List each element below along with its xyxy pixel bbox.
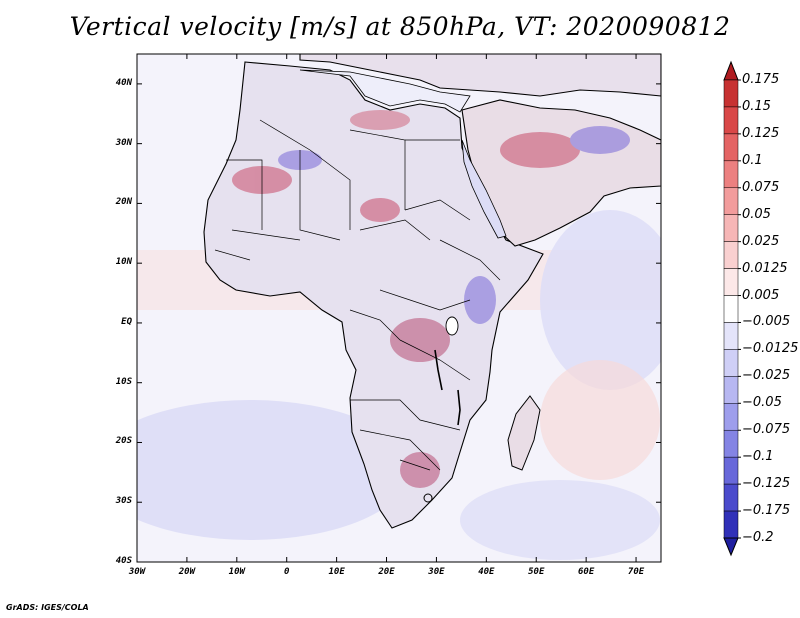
- colorbar-level-label: −0.025: [742, 368, 791, 384]
- colorbar-swatch: [723, 133, 739, 162]
- colorbar-level-label: −0.1: [742, 449, 774, 465]
- southern-ocean-region: [460, 480, 660, 560]
- lake-malawi: [457, 389, 461, 426]
- colorbar-swatch: [723, 295, 739, 323]
- colorbar-swatch: [723, 268, 739, 296]
- lat-tick-label: 20N: [115, 197, 132, 208]
- lon-tick-label: 10W: [228, 567, 245, 577]
- colorbar-swatch: [723, 349, 739, 377]
- lon-tick-label: 0: [283, 567, 290, 577]
- lon-tick-label: 60E: [578, 567, 595, 577]
- colorbar-swatch: [723, 160, 739, 189]
- colorbar-swatch: [723, 456, 739, 485]
- colorbar-level-label: −0.05: [742, 395, 782, 411]
- lat-tick-label: 30S: [115, 496, 132, 507]
- madagascar-island: [507, 395, 541, 471]
- colorbar-swatch: [723, 187, 739, 215]
- indian-ocean-ascent: [540, 360, 660, 480]
- axis-ticks: [136, 54, 661, 563]
- colorbar-swatch: [723, 483, 739, 512]
- colorbar-level-label: −0.175: [742, 503, 791, 519]
- country-borders: [214, 119, 501, 471]
- colorbar-swatch: [723, 376, 739, 404]
- colorbar-swatch: [723, 403, 739, 431]
- europe-landmass: [299, 54, 661, 97]
- colorbar-swatch: [723, 322, 739, 350]
- lat-tick-label: EQ: [121, 316, 132, 327]
- triangle-up-icon: [723, 60, 739, 81]
- colorbar-swatch: [723, 510, 739, 539]
- colorbar-level-label: −0.005: [742, 314, 791, 330]
- colorbar-level-label: 0.125: [742, 125, 780, 141]
- colorbar-level-label: 0.005: [742, 287, 780, 303]
- colorbar-level-label: −0.0125: [742, 341, 799, 357]
- map-frame: [136, 53, 662, 563]
- map-title: Vertical velocity [m/s] at 850hPa, VT: 2…: [69, 12, 731, 41]
- colorbar-level-label: 0.025: [742, 233, 780, 249]
- lon-tick-label: 50E: [528, 567, 545, 577]
- triangle-down-icon: [723, 537, 739, 557]
- colorbar-level-label: 0.0125: [742, 260, 788, 276]
- grads-credit: GrADS: IGES/COLA: [6, 603, 89, 612]
- lat-tick-label: 40N: [115, 77, 132, 88]
- colorbar: [723, 60, 741, 557]
- mediterranean-sea: [299, 69, 471, 113]
- colorbar-swatch: [723, 214, 739, 242]
- colorbar-level-label: −0.2: [742, 530, 774, 545]
- south-atlantic-subsidence: [137, 400, 410, 540]
- colorbar-swatch: [723, 106, 739, 135]
- colorbar-swatch: [723, 241, 739, 269]
- lon-tick-label: 30W: [128, 567, 146, 577]
- lon-tick-label: 20W: [178, 567, 196, 577]
- lon-tick-label: 20E: [378, 567, 395, 577]
- lat-tick-label: 40S: [115, 556, 132, 566]
- colorbar-level-label: 0.15: [742, 98, 771, 114]
- colorbar-swatch: [723, 79, 739, 108]
- lon-tick-label: 70E: [627, 567, 645, 577]
- indian-ocean-subsidence: [540, 210, 661, 390]
- lesotho-border: [423, 493, 433, 503]
- lat-tick-label: 20S: [115, 436, 132, 447]
- colorbar-level-label: −0.075: [742, 422, 791, 438]
- colorbar-level-label: 0.175: [742, 72, 780, 87]
- lon-tick-label: 40E: [478, 567, 495, 577]
- lake-victoria: [445, 316, 459, 336]
- colorbar-level-label: 0.1: [742, 152, 763, 168]
- lon-tick-label: 30E: [428, 567, 445, 577]
- lat-tick-label: 30N: [115, 137, 132, 148]
- lake-tanganyika: [434, 349, 443, 391]
- lat-tick-label: 10S: [115, 376, 132, 387]
- colorbar-level-label: 0.075: [742, 179, 780, 195]
- colorbar-level-label: −0.125: [742, 476, 791, 492]
- colorbar-level-label: 0.05: [742, 206, 771, 222]
- map-plot-area: [137, 54, 661, 562]
- colorbar-swatch: [723, 429, 739, 458]
- lon-tick-label: 10E: [328, 567, 345, 577]
- lat-tick-label: 10N: [115, 257, 132, 268]
- red-sea: [461, 139, 507, 239]
